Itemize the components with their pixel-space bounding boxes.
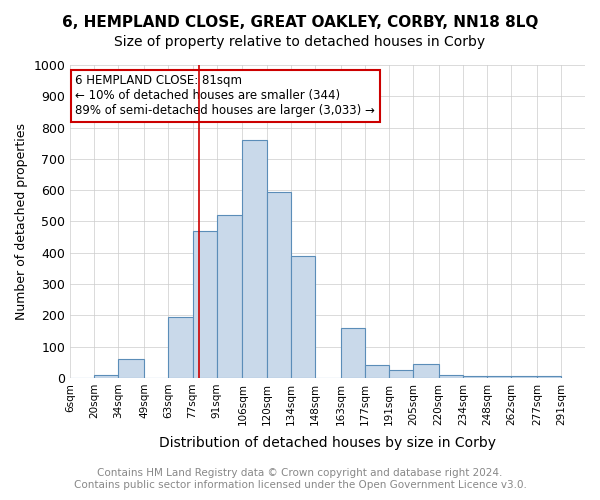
Bar <box>290 256 315 378</box>
Bar <box>413 364 439 378</box>
Bar <box>217 215 242 378</box>
Text: Contains HM Land Registry data © Crown copyright and database right 2024.
Contai: Contains HM Land Registry data © Crown c… <box>74 468 526 490</box>
Bar <box>94 375 118 378</box>
Bar <box>463 376 487 378</box>
Text: 6, HEMPLAND CLOSE, GREAT OAKLEY, CORBY, NN18 8LQ: 6, HEMPLAND CLOSE, GREAT OAKLEY, CORBY, … <box>62 15 538 30</box>
Bar <box>169 317 193 378</box>
Bar <box>511 376 537 378</box>
Bar <box>266 192 290 378</box>
Text: Size of property relative to detached houses in Corby: Size of property relative to detached ho… <box>115 35 485 49</box>
Bar <box>242 140 266 378</box>
Bar <box>341 328 365 378</box>
Bar <box>439 375 463 378</box>
X-axis label: Distribution of detached houses by size in Corby: Distribution of detached houses by size … <box>159 436 496 450</box>
Bar <box>389 370 413 378</box>
Bar <box>537 376 561 378</box>
Bar <box>487 376 511 378</box>
Bar <box>193 231 217 378</box>
Bar <box>118 359 145 378</box>
Text: 6 HEMPLAND CLOSE: 81sqm
← 10% of detached houses are smaller (344)
89% of semi-d: 6 HEMPLAND CLOSE: 81sqm ← 10% of detache… <box>76 74 376 118</box>
Y-axis label: Number of detached properties: Number of detached properties <box>15 123 28 320</box>
Bar <box>365 366 389 378</box>
